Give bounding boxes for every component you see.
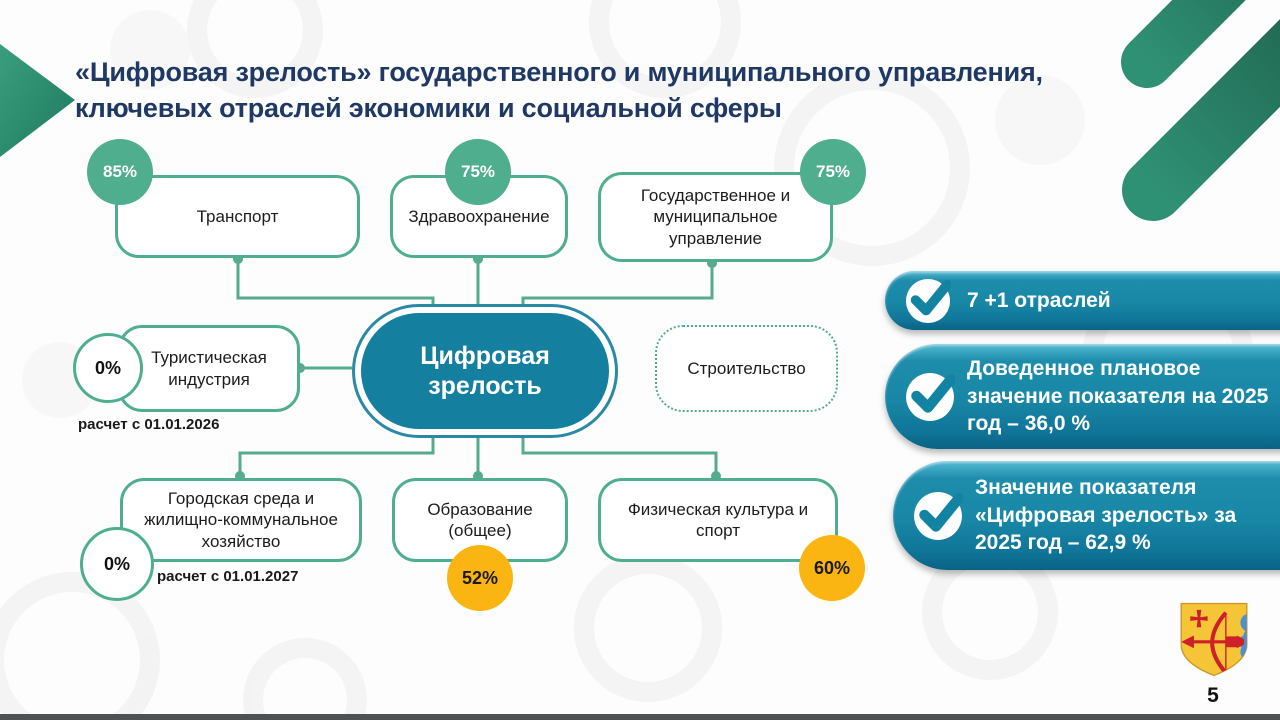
check-icon: [905, 278, 951, 323]
diagonal-stripes-decoration: [1121, 0, 1280, 221]
check-icon: [914, 491, 963, 540]
node-digital-maturity: Цифровая зрелость: [352, 304, 618, 438]
node-construction: Строительство: [655, 325, 838, 412]
node-sport-label: Физическая культура и спорт: [627, 499, 809, 540]
node-urban-environment-label: Городская среда и жилищно-коммунальное х…: [144, 489, 338, 551]
node-construction-label: Строительство: [687, 358, 806, 378]
node-education-label: Образование (общее): [427, 499, 533, 540]
badge-government: 75%: [800, 139, 866, 205]
callout-sectors: 7 +1 отраслей: [885, 271, 1280, 330]
badge-tourism: 0%: [73, 333, 143, 403]
callout-plan-value: Доведенное плановое значение показателя …: [885, 344, 1280, 449]
badge-sport: 60%: [799, 535, 865, 601]
node-digital-maturity-fill: Цифровая зрелость: [361, 313, 609, 429]
node-sport: Физическая культура и спорт: [598, 478, 838, 562]
node-transport-label: Транспорт: [196, 206, 279, 226]
badge-transport: 85%: [87, 139, 153, 205]
slide-title: «Цифровая зрелость» государственного и м…: [75, 55, 1065, 126]
kirov-region-coat-of-arms: [1180, 602, 1248, 677]
page-number: 5: [1207, 684, 1219, 707]
callout-sectors-text: 7 +1 отраслей: [967, 288, 1111, 312]
node-digital-maturity-label: Цифровая зрелость: [420, 342, 550, 400]
node-tourism-label: Туристическая индустрия: [151, 348, 267, 389]
slide-title-line1: «Цифровая зрелость» государственного и м…: [75, 57, 1043, 87]
badge-urban-environment: 0%: [80, 527, 154, 601]
badge-education-value: 52%: [461, 567, 499, 588]
badge-healthcare: 75%: [445, 139, 511, 205]
node-healthcare-label: Здравоохранение: [408, 206, 550, 226]
badge-urban-environment-value: 0%: [103, 553, 130, 574]
node-government-label: Государственное и муниципальное управлен…: [640, 186, 791, 248]
badge-education: 52%: [447, 545, 513, 611]
badge-transport-value: 85%: [102, 162, 138, 181]
node-tourism: Туристическая индустрия: [118, 325, 300, 412]
node-government: Государственное и муниципальное управлен…: [598, 172, 833, 262]
note-urban-environment: расчет с 01.01.2027: [157, 568, 299, 585]
callout-actual-value-text: Значение показателя «Цифровая зрелость» …: [975, 475, 1237, 555]
slide-title-line2: ключевых отраслей экономики и социальной…: [75, 92, 782, 123]
badge-sport-value: 60%: [813, 557, 851, 578]
check-icon: [906, 372, 955, 421]
callout-actual-value: Значение показателя «Цифровая зрелость» …: [893, 461, 1280, 570]
node-urban-environment: Городская среда и жилищно-коммунальное х…: [120, 478, 362, 562]
note-tourism: расчет с 01.01.2026: [78, 416, 220, 433]
badge-healthcare-value: 75%: [460, 162, 496, 181]
callout-plan-value-text: Доведенное плановое значение показателя …: [967, 356, 1269, 436]
badge-tourism-value: 0%: [94, 357, 121, 378]
node-transport: Транспорт: [115, 175, 360, 258]
badge-government-value: 75%: [815, 162, 851, 181]
bottom-bar: [0, 714, 1280, 720]
